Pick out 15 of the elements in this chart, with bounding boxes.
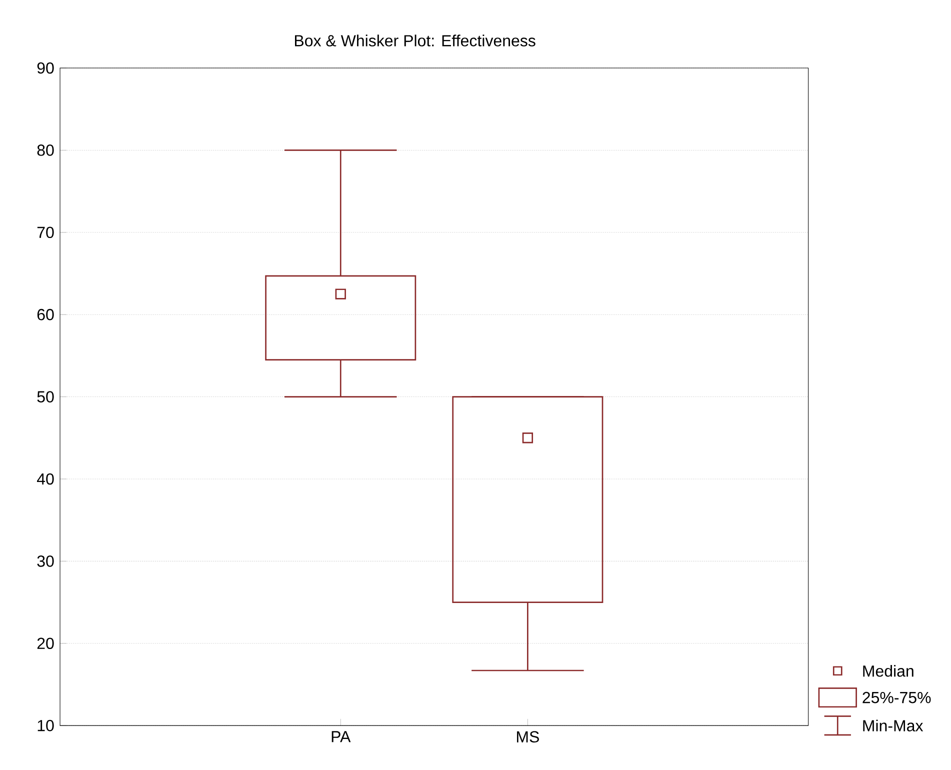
x-tick-label: MS: [517, 731, 539, 743]
y-tick-label: 50: [37, 391, 54, 403]
y-tick-label: 40: [37, 474, 54, 485]
y-tick-label: 60: [37, 309, 54, 320]
y-tick-label: 30: [37, 556, 54, 568]
text: Median: [863, 665, 914, 677]
text: Min-Max: [863, 720, 924, 732]
y-tick-label: 20: [37, 638, 54, 650]
y-tick-label: 10: [38, 720, 54, 732]
text: 25%-75%: [862, 692, 931, 704]
chart-title: Box & Whisker Plot: Effectiveness: [295, 34, 536, 47]
x-tick-label: PA: [332, 731, 351, 742]
y-tick-label: 90: [37, 62, 54, 74]
y-tick-label: 70: [37, 226, 54, 238]
y-tick-label: 80: [37, 144, 54, 156]
